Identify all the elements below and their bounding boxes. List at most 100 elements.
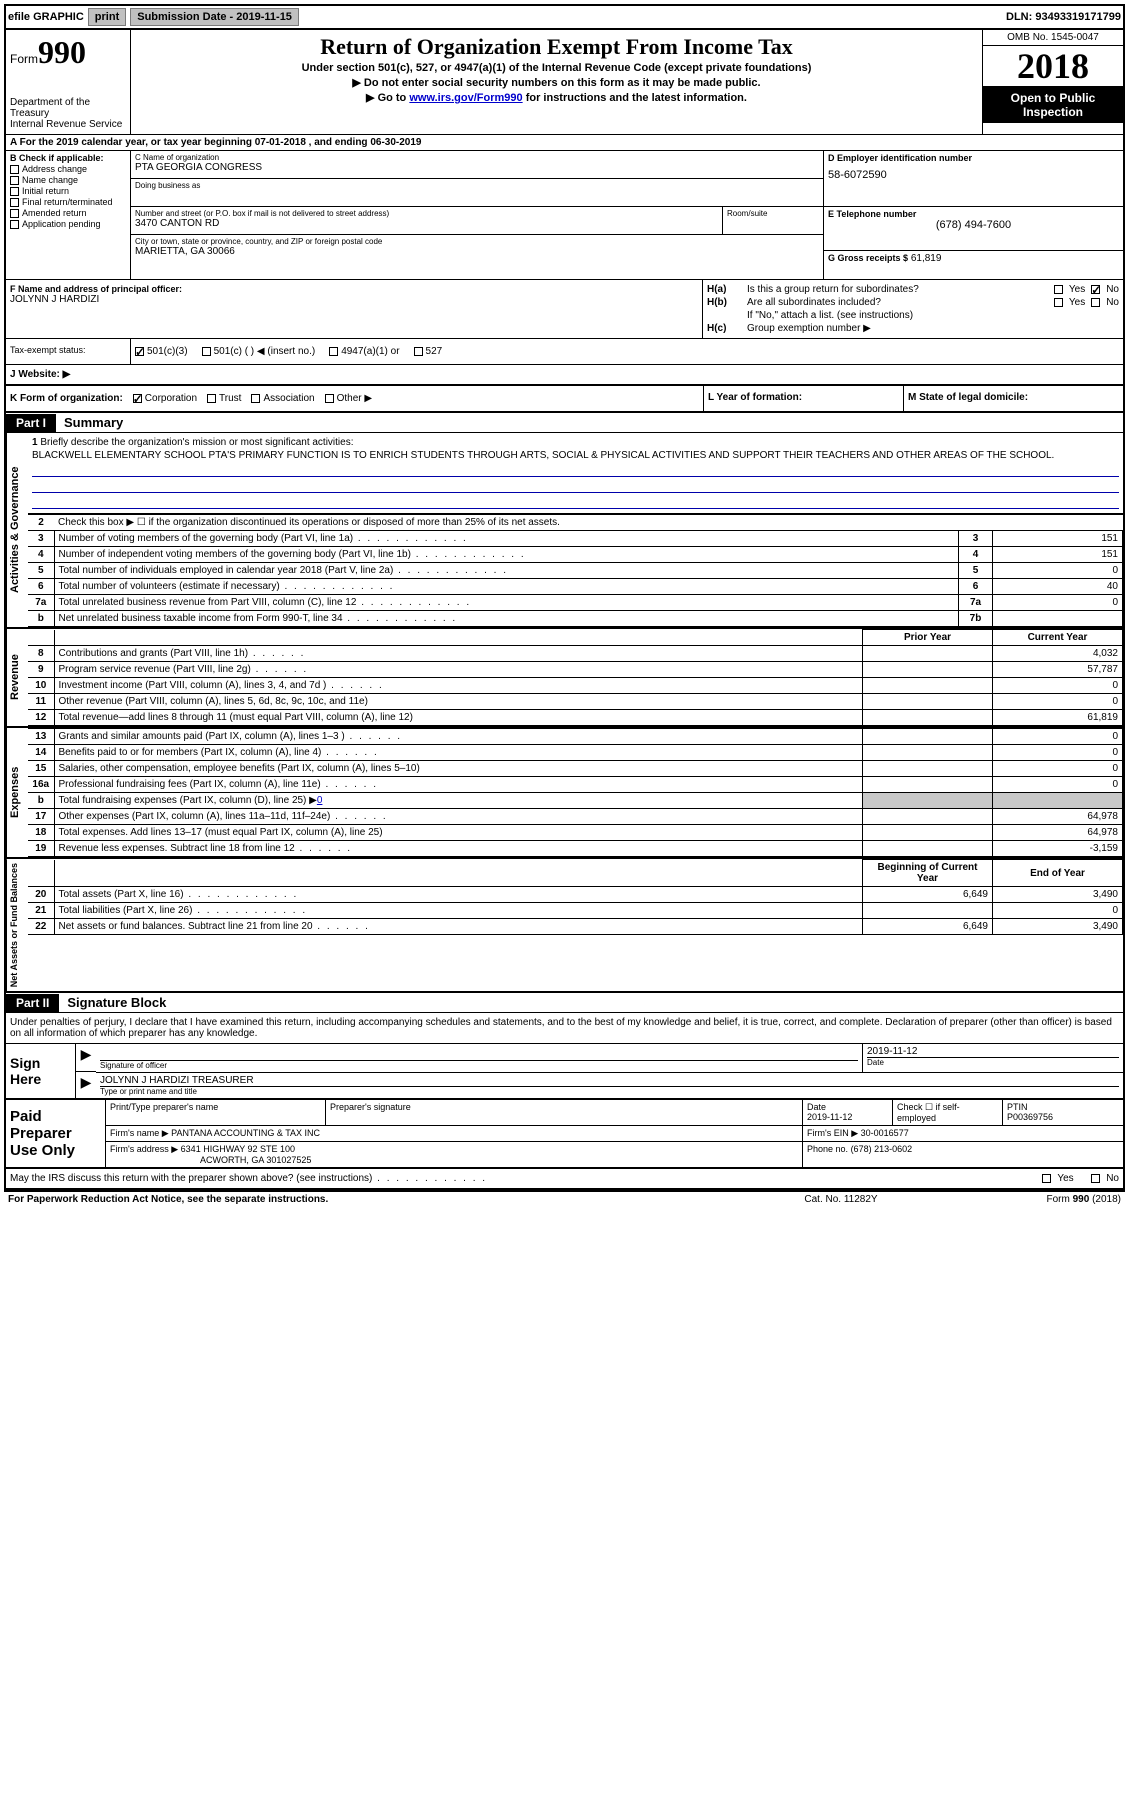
- f-val: JOLYNN J HARDIZI: [10, 294, 698, 305]
- checkbox-icon[interactable]: [414, 347, 423, 356]
- prior: [863, 777, 993, 793]
- num: 19: [28, 841, 54, 857]
- checkbox-icon[interactable]: [135, 347, 144, 356]
- e-phone: E Telephone number (678) 494-7600: [824, 207, 1123, 251]
- firm-name: Firm's name ▶ PANTANA ACCOUNTING & TAX I…: [106, 1126, 803, 1141]
- section-expenses: Expenses 13Grants and similar amounts pa…: [6, 728, 1123, 859]
- lbl: Firm's address ▶: [110, 1144, 178, 1154]
- checkbox-icon[interactable]: [207, 394, 216, 403]
- hb-note: If "No," attach a list. (see instruction…: [747, 310, 1119, 321]
- i-527[interactable]: 527: [414, 346, 443, 357]
- hb-yn: Yes No: [1054, 297, 1119, 308]
- checkbox-icon[interactable]: [251, 394, 260, 403]
- dept-treasury: Department of the Treasury: [10, 97, 126, 119]
- yes-label: Yes: [1069, 284, 1085, 295]
- prep-self: Check ☐ if self-employed: [893, 1100, 1003, 1125]
- val: 151: [993, 547, 1123, 563]
- desc: Total revenue—add lines 8 through 11 (mu…: [54, 710, 863, 726]
- line-9: 9Program service revenue (Part VIII, lin…: [28, 662, 1123, 678]
- prep-ptin: PTIN P00369756: [1003, 1100, 1123, 1125]
- num: 4: [28, 547, 54, 563]
- line-6: 6Total number of volunteers (estimate if…: [28, 579, 1123, 595]
- note2-pre: ▶ Go to: [366, 92, 409, 104]
- desc: Net assets or fund balances. Subtract li…: [54, 919, 863, 935]
- current: 0: [993, 745, 1123, 761]
- prior: [863, 841, 993, 857]
- no-label: No: [1106, 284, 1119, 295]
- chk-name[interactable]: Name change: [10, 175, 126, 185]
- open2: Inspection: [987, 105, 1119, 119]
- checkbox-icon[interactable]: [10, 176, 19, 185]
- k-corp[interactable]: Corporation: [133, 393, 197, 404]
- omb-number: OMB No. 1545-0047: [983, 30, 1123, 46]
- d-val: 58-6072590: [828, 169, 1119, 181]
- department: Department of the Treasury Internal Reve…: [10, 97, 126, 130]
- i-label: Tax-exempt status:: [6, 339, 131, 364]
- checkbox-icon[interactable]: [329, 347, 338, 356]
- checkbox-icon[interactable]: [1054, 285, 1063, 294]
- line-15: 15Salaries, other compensation, employee…: [28, 761, 1123, 777]
- opt-label: 527: [426, 346, 443, 357]
- irs-link[interactable]: www.irs.gov/Form990: [409, 92, 522, 104]
- prior: [863, 662, 993, 678]
- hdr-current: Current Year: [993, 630, 1123, 646]
- val: [993, 611, 1123, 627]
- c-city-label: City or town, state or province, country…: [135, 237, 819, 246]
- checkbox-icon[interactable]: [1054, 298, 1063, 307]
- net-body: Beginning of Current YearEnd of Year 20T…: [28, 859, 1123, 991]
- chk-final[interactable]: Final return/terminated: [10, 197, 126, 207]
- fh-row: F Name and address of principal officer:…: [6, 280, 1123, 339]
- line-13: 13Grants and similar amounts paid (Part …: [28, 729, 1123, 745]
- net-hdr: Beginning of Current YearEnd of Year: [28, 860, 1123, 887]
- current: 0: [993, 761, 1123, 777]
- checkbox-icon[interactable]: [1091, 1174, 1100, 1183]
- chk-initial[interactable]: Initial return: [10, 186, 126, 196]
- prep-row-3: Firm's address ▶ 6341 HIGHWAY 92 STE 100…: [106, 1142, 1123, 1167]
- i-501c[interactable]: 501(c) ( ) ◀ (insert no.): [202, 346, 316, 357]
- k-assoc[interactable]: Association: [251, 393, 314, 404]
- submission-date-button[interactable]: Submission Date - 2019-11-15: [130, 8, 299, 26]
- num: 2: [28, 515, 54, 531]
- part-i-header: Part I Summary: [6, 413, 1123, 433]
- i-501c3[interactable]: 501(c)(3): [135, 346, 188, 357]
- chk-address[interactable]: Address change: [10, 164, 126, 174]
- lbl: Date: [807, 1102, 888, 1112]
- sign-here-block: Sign Here ▶ ▶ Signature of officer 2019-…: [6, 1044, 1123, 1100]
- checkbox-icon[interactable]: [10, 187, 19, 196]
- checkbox-icon[interactable]: [10, 198, 19, 207]
- checkbox-icon[interactable]: [1091, 285, 1100, 294]
- line16b-link[interactable]: 0: [317, 795, 323, 806]
- c-name-val: PTA GEORGIA CONGRESS: [135, 162, 819, 173]
- checkbox-icon[interactable]: [133, 394, 142, 403]
- checkbox-icon[interactable]: [325, 394, 334, 403]
- hc-lbl: H(c): [707, 323, 747, 334]
- chk-amended[interactable]: Amended return: [10, 208, 126, 218]
- lbl: Print/Type preparer's name: [110, 1102, 321, 1112]
- desc: Total assets (Part X, line 16): [54, 887, 863, 903]
- form-outer: Form990 Department of the Treasury Inter…: [4, 30, 1125, 1192]
- chk-pending[interactable]: Application pending: [10, 219, 126, 229]
- val: 30-0016577: [861, 1128, 909, 1138]
- k-trust[interactable]: Trust: [207, 393, 241, 404]
- firm-phone: Phone no. (678) 213-0602: [803, 1142, 1123, 1167]
- section-activities: Activities & Governance 1 Briefly descri…: [6, 433, 1123, 629]
- k-other[interactable]: Other ▶: [325, 393, 372, 404]
- form-note1: ▶ Do not enter social security numbers o…: [135, 76, 978, 89]
- h-b-note: If "No," attach a list. (see instruction…: [707, 310, 1119, 321]
- arrow-icon: ▶: [76, 1044, 96, 1072]
- checkbox-icon[interactable]: [10, 209, 19, 218]
- print-button[interactable]: print: [88, 8, 126, 26]
- top-bar: efile GRAPHIC print Submission Date - 20…: [4, 4, 1125, 30]
- line-17: 17Other expenses (Part IX, column (A), l…: [28, 809, 1123, 825]
- b-block: B Check if applicable: Address change Na…: [6, 151, 1123, 280]
- chk-label: Final return/terminated: [22, 197, 113, 207]
- useonly-word: Use Only: [10, 1142, 101, 1159]
- checkbox-icon[interactable]: [1042, 1174, 1051, 1183]
- checkbox-icon[interactable]: [10, 220, 19, 229]
- checkbox-icon[interactable]: [1091, 298, 1100, 307]
- checkbox-icon[interactable]: [10, 165, 19, 174]
- desc: Professional fundraising fees (Part IX, …: [54, 777, 863, 793]
- rev-hdr: Prior YearCurrent Year: [28, 630, 1123, 646]
- i-4947[interactable]: 4947(a)(1) or: [329, 346, 399, 357]
- checkbox-icon[interactable]: [202, 347, 211, 356]
